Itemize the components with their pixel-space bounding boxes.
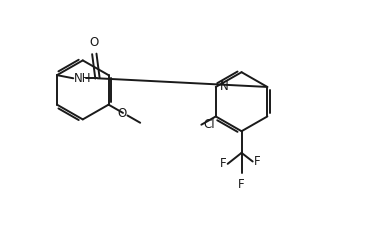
Text: Cl: Cl <box>204 118 215 131</box>
Text: F: F <box>219 157 226 170</box>
Text: F: F <box>238 178 245 191</box>
Text: O: O <box>117 107 127 120</box>
Text: N: N <box>220 80 229 93</box>
Text: NH: NH <box>74 72 92 85</box>
Text: O: O <box>90 36 99 49</box>
Text: F: F <box>254 155 261 168</box>
